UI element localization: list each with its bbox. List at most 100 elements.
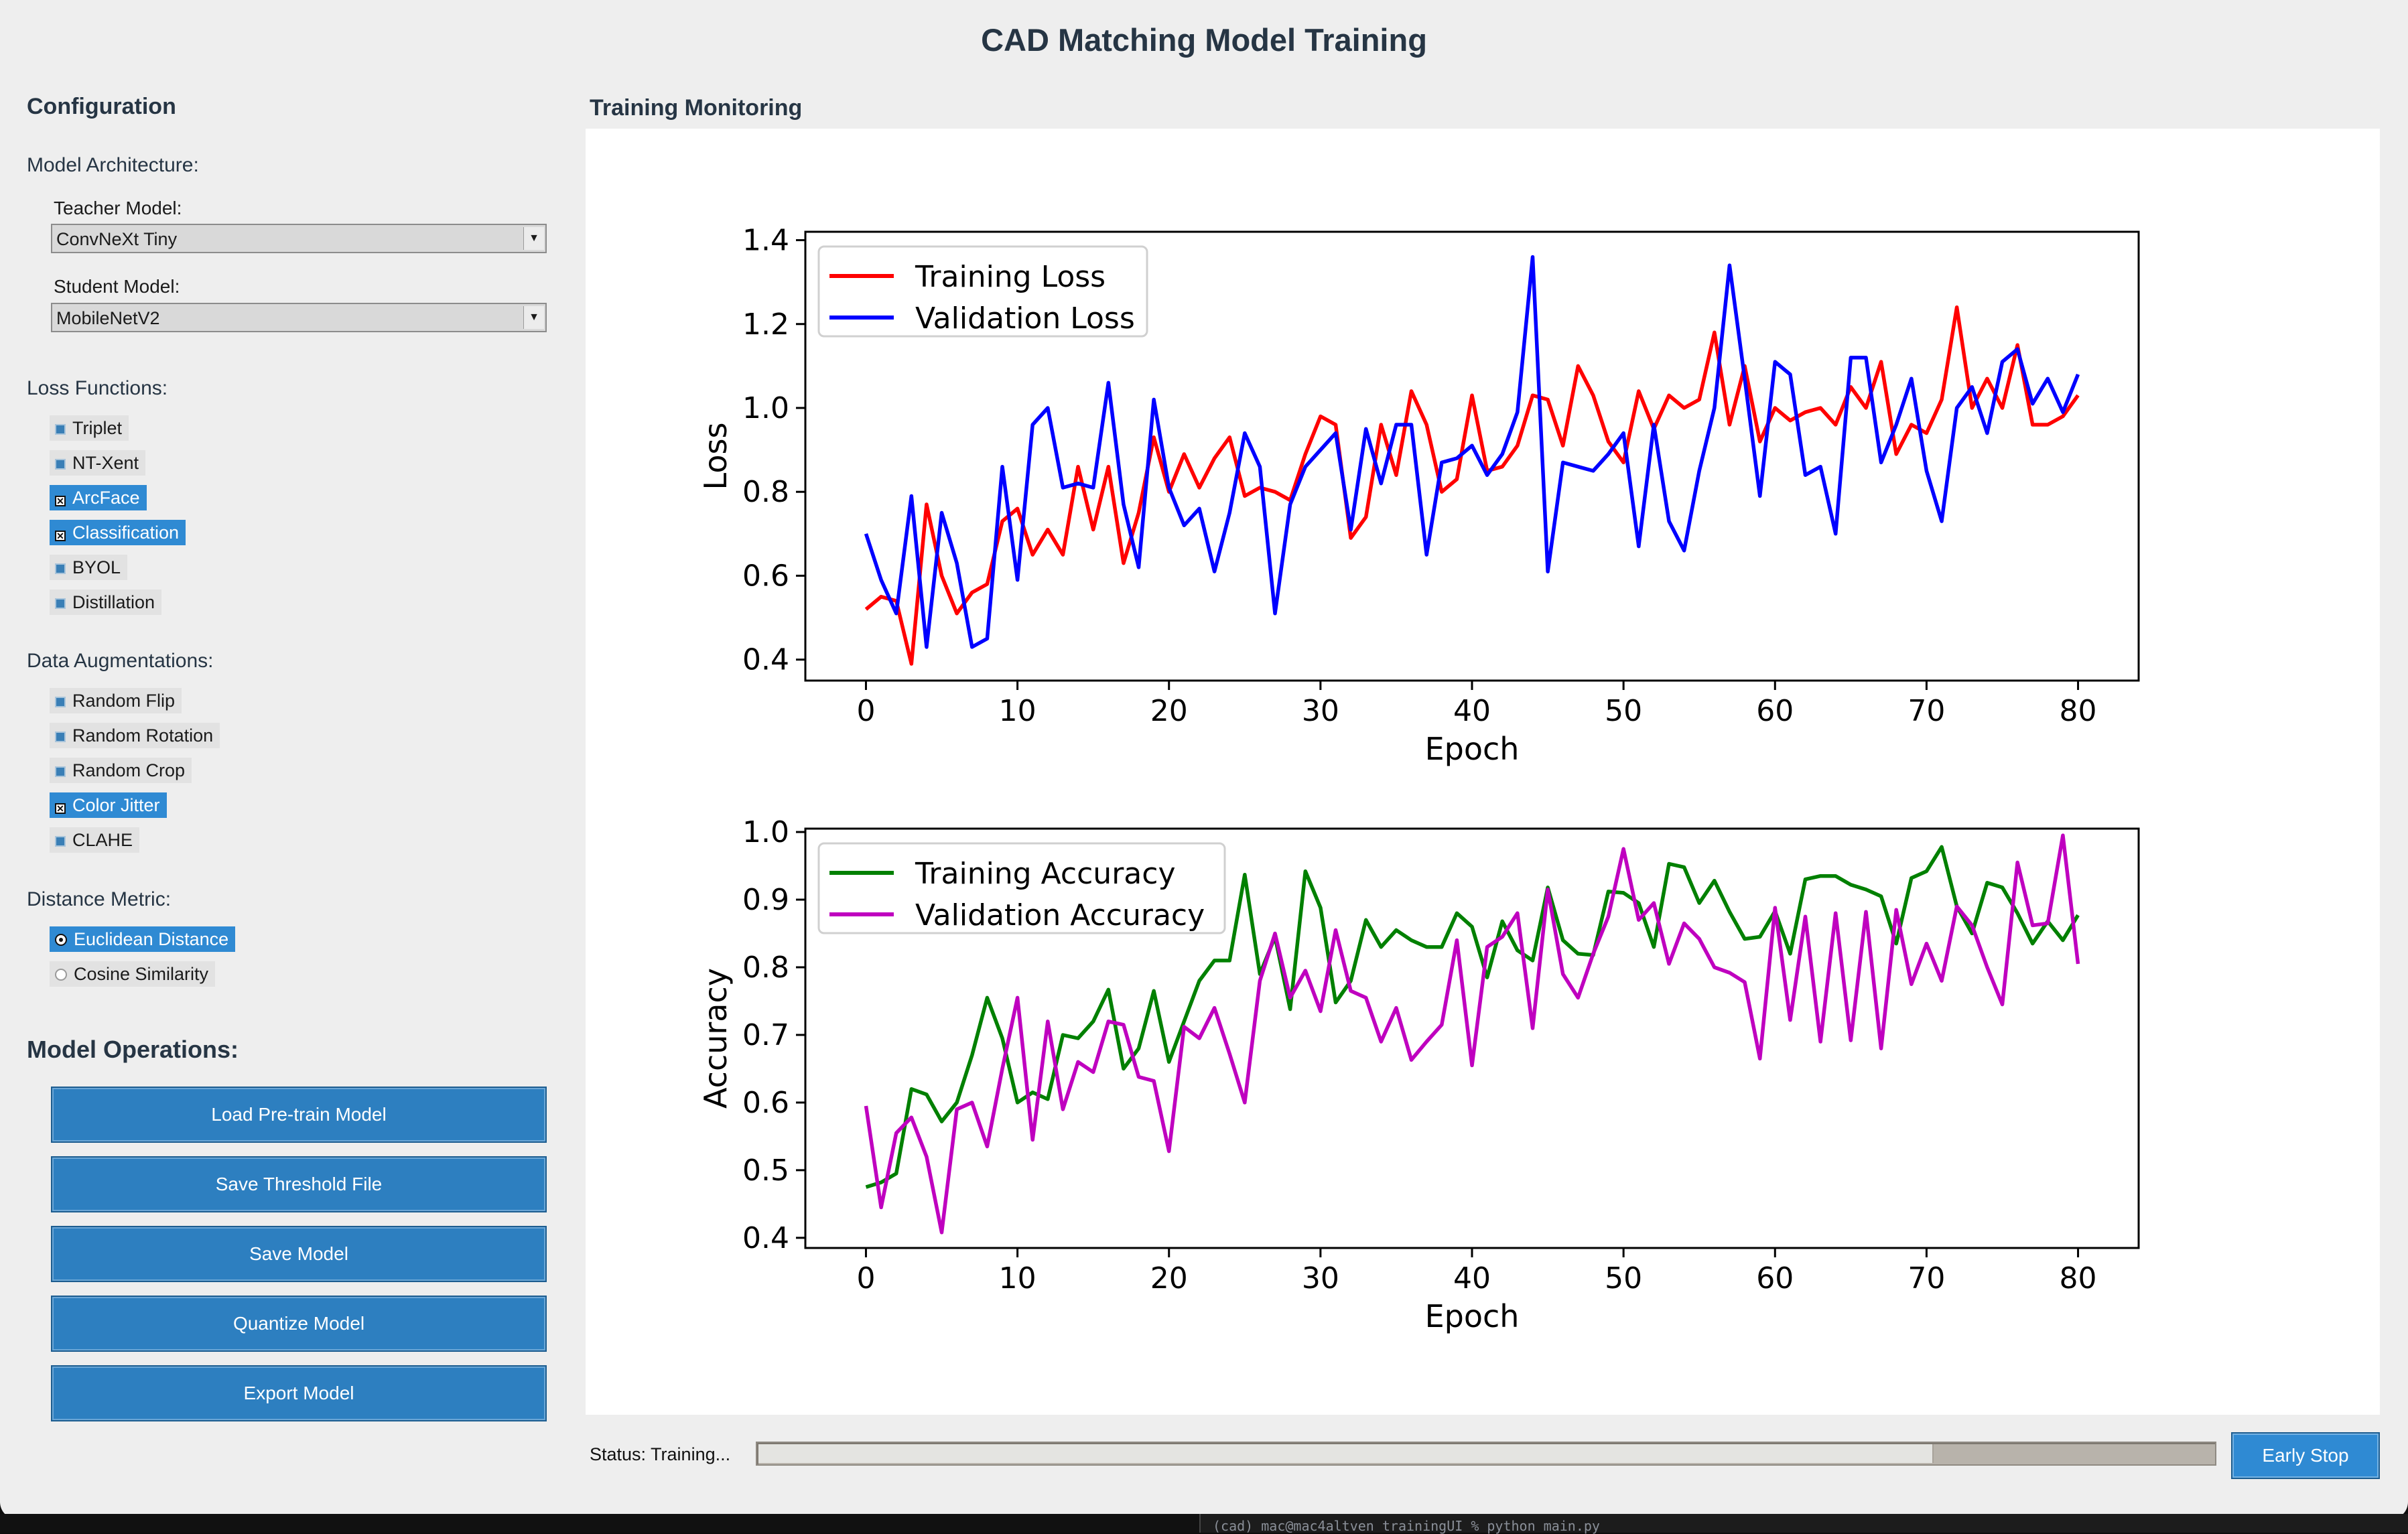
radio-button-icon[interactable] xyxy=(55,934,67,946)
aug-checkbox-random-flip[interactable]: Random Flip xyxy=(50,688,182,713)
chart2-series-training-accuracy xyxy=(865,845,2080,1189)
chart2-x-axis-label: Epoch xyxy=(1425,1298,1520,1334)
chart2-y-tick-label: 0.5 xyxy=(742,1154,789,1188)
chevron-down-icon[interactable]: ▼ xyxy=(523,306,544,329)
chart2-x-tick-label: 40 xyxy=(1453,1261,1491,1296)
chart2-x-tick-label: 50 xyxy=(1605,1261,1642,1296)
background-terminal xyxy=(0,1514,2408,1533)
chart1-x-tick-label: 70 xyxy=(1908,694,1945,728)
loss-checkbox-arcface[interactable]: ✕ ArcFace xyxy=(50,485,147,510)
chart2-y-tick-label: 0.9 xyxy=(742,883,789,917)
unchecked-box-icon[interactable] xyxy=(55,766,66,777)
teacher-model-label: Teacher Model: xyxy=(54,198,182,218)
student-model-select[interactable]: MobileNetV2 ▼ xyxy=(51,303,547,332)
chart2-y-axis-label: Accuracy xyxy=(697,968,734,1109)
loss-checkbox-byol[interactable]: BYOL xyxy=(50,555,128,580)
loss-checkbox-label: Triplet xyxy=(72,418,123,438)
chart2-x-tick-label: 70 xyxy=(1908,1261,1945,1296)
chart2-y-tick-label: 0.6 xyxy=(742,1086,789,1120)
chart1-y-tick-label: 0.8 xyxy=(742,475,789,509)
loss-checkbox-label: BYOL xyxy=(72,557,121,577)
student-model-value: MobileNetV2 xyxy=(56,308,160,328)
metric-radio-cosine-similarity[interactable]: Cosine Similarity xyxy=(50,961,216,987)
training-monitoring-heading: Training Monitoring xyxy=(590,95,803,121)
aug-checkbox-label: Random Flip xyxy=(72,691,176,711)
teacher-model-value: ConvNeXt Tiny xyxy=(56,229,178,249)
chart2-y-tick-label: 0.8 xyxy=(742,951,789,985)
early-stop-button[interactable]: Early Stop xyxy=(2231,1432,2380,1479)
chart1-y-tick-label: 1.2 xyxy=(742,307,789,342)
chevron-down-icon[interactable]: ▼ xyxy=(523,227,544,250)
loss-checkbox-label: NT-Xent xyxy=(72,453,139,473)
chart2-series-validation-accuracy xyxy=(864,833,2080,1235)
chart1-x-tick-label: 40 xyxy=(1453,694,1491,728)
chart1-x-axis-label: Epoch xyxy=(1425,731,1520,767)
chart1-legend-label: Validation Loss xyxy=(915,301,1135,336)
chart1-x-tick-label: 10 xyxy=(999,694,1036,728)
save-model-button[interactable]: Save Model xyxy=(51,1226,547,1282)
chart1-x-tick-label: 20 xyxy=(1150,694,1188,728)
terminal-prompt-text: (cad) mac@mac4altven trainingUI % python… xyxy=(1213,1518,1600,1534)
unchecked-box-icon[interactable] xyxy=(55,731,66,742)
aug-checkbox-label: Color Jitter xyxy=(72,795,160,815)
chart1-x-tick-label: 60 xyxy=(1756,694,1794,728)
export-model-button[interactable]: Export Model xyxy=(51,1365,547,1421)
checked-box-icon[interactable]: ✕ xyxy=(55,531,66,541)
loss-checkbox-distillation[interactable]: Distillation xyxy=(50,589,162,615)
unchecked-box-icon[interactable] xyxy=(55,563,66,574)
training-progress-bar xyxy=(756,1442,2216,1466)
unchecked-box-icon[interactable] xyxy=(55,697,66,707)
training-plots: 0 10 20 30 40 50 60 70 80 0.4 0.6 0.8 1.0 1.2 1.4 Epoch… xyxy=(697,224,2140,1334)
chart2-legend xyxy=(817,842,1226,934)
checked-box-icon[interactable]: ✕ xyxy=(55,803,66,814)
chart2-legend-label: Training Accuracy xyxy=(915,857,1175,891)
loss-functions-label: Loss Functions: xyxy=(27,377,168,399)
chart2-x-tick-label: 30 xyxy=(1302,1261,1339,1296)
loss-checkbox-classification[interactable]: ✕ Classification xyxy=(50,520,186,545)
chart1-y-axis-label: Loss xyxy=(697,423,734,490)
loss-checkbox-label: Classification xyxy=(72,522,180,543)
model-architecture-label: Model Architecture: xyxy=(27,154,199,176)
aug-checkbox-random-rotation[interactable]: Random Rotation xyxy=(50,723,220,748)
data-augmentations-label: Data Augmentations: xyxy=(27,650,214,672)
chart2-x-tick-label: 80 xyxy=(2060,1261,2097,1296)
teacher-model-select[interactable]: ConvNeXt Tiny ▼ xyxy=(51,224,547,253)
save-threshold-file-button[interactable]: Save Threshold File xyxy=(51,1156,547,1212)
student-model-label: Student Model: xyxy=(54,276,180,297)
quantize-model-button[interactable]: Quantize Model xyxy=(51,1296,547,1352)
loss-checkbox-triplet[interactable]: Triplet xyxy=(50,415,129,441)
metric-radio-label: Cosine Similarity xyxy=(74,964,209,984)
chart1-y-tick-label: 1.0 xyxy=(742,391,789,425)
chart1-y-tick-label: 0.4 xyxy=(742,643,789,677)
chart1-x-tick-label: 80 xyxy=(2060,694,2097,728)
loss-checkbox-nt-xent[interactable]: NT-Xent xyxy=(50,450,146,476)
unchecked-box-icon[interactable] xyxy=(55,424,66,435)
metric-radio-label: Euclidean Distance xyxy=(74,929,229,949)
unchecked-box-icon[interactable] xyxy=(55,836,66,847)
chart1-y-tick-label: 0.6 xyxy=(742,559,789,593)
checked-box-icon[interactable]: ✕ xyxy=(55,496,66,506)
loss-checkbox-label: ArcFace xyxy=(72,488,140,508)
chart2-x-tick-label: 0 xyxy=(856,1261,875,1296)
aug-checkbox-clahe[interactable]: CLAHE xyxy=(50,827,140,853)
radio-button-icon[interactable] xyxy=(55,969,67,981)
loss-checkbox-label: Distillation xyxy=(72,592,155,612)
configuration-heading: Configuration xyxy=(27,94,176,119)
chart2-y-tick-label: 0.7 xyxy=(742,1018,789,1052)
metric-radio-euclidean-distance[interactable]: Euclidean Distance xyxy=(50,926,236,952)
chart1-series-training-loss xyxy=(864,305,2080,666)
chart1-x-tick-label: 30 xyxy=(1302,694,1339,728)
chart2-legend-label: Validation Accuracy xyxy=(915,898,1205,932)
app-title: CAD Matching Model Training xyxy=(981,22,1427,58)
aug-checkbox-label: CLAHE xyxy=(72,830,133,850)
load-pre-train-model-button[interactable]: Load Pre-train Model xyxy=(51,1087,547,1143)
chart1-x-tick-label: 0 xyxy=(856,694,875,728)
chart2-x-tick-label: 20 xyxy=(1150,1261,1188,1296)
aug-checkbox-color-jitter[interactable]: ✕ Color Jitter xyxy=(50,792,167,818)
chart1-y-tick-label: 1.4 xyxy=(742,224,789,258)
unchecked-box-icon[interactable] xyxy=(55,598,66,609)
unchecked-box-icon[interactable] xyxy=(55,459,66,470)
aug-checkbox-random-crop[interactable]: Random Crop xyxy=(50,758,192,783)
training-plots-panel: 0 10 20 30 40 50 60 70 80 0.4 0.6 0.8 1.0 1.2 1.4 Epoch… xyxy=(586,129,2380,1415)
